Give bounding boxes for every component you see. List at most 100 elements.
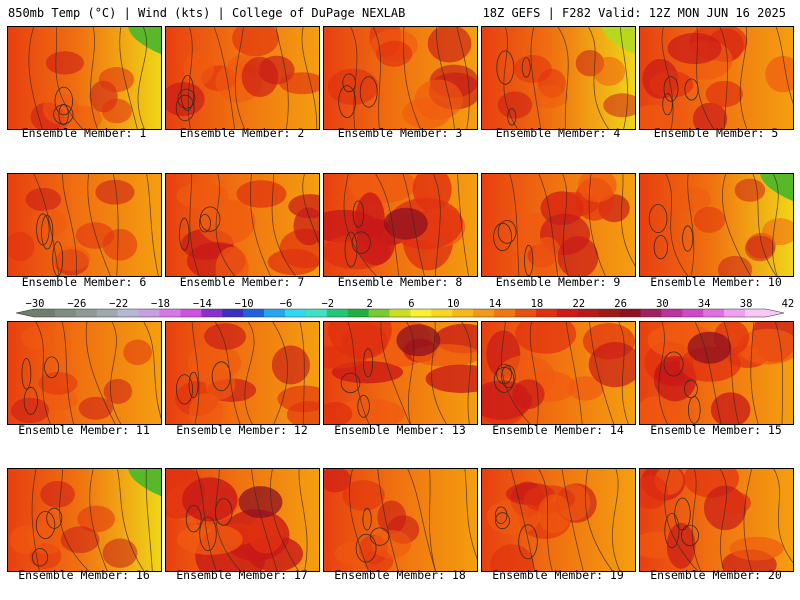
warm-anomaly bbox=[640, 105, 688, 129]
isoheight-contour bbox=[562, 174, 569, 276]
warm-anomaly bbox=[78, 396, 113, 420]
temperature-field bbox=[8, 174, 161, 276]
isoheight-contour bbox=[775, 27, 793, 105]
warm-anomaly bbox=[176, 182, 229, 209]
colorbar-tick-label: 14 bbox=[488, 298, 502, 310]
temperature-field bbox=[640, 322, 793, 424]
terrain-contour bbox=[518, 524, 538, 560]
temperature-field bbox=[482, 322, 635, 424]
isoheight-contour bbox=[350, 27, 358, 129]
warm-anomaly bbox=[531, 236, 563, 276]
temperature-colorbar bbox=[15, 308, 785, 318]
isoheight-contour bbox=[271, 174, 297, 276]
colorbar-segment bbox=[305, 309, 328, 317]
terrain-contour bbox=[653, 235, 668, 260]
warm-anomaly bbox=[486, 499, 540, 535]
colorbar-segment bbox=[222, 309, 244, 317]
colorbar-segment bbox=[201, 309, 223, 317]
isoheight-contour bbox=[589, 322, 615, 424]
warm-anomaly bbox=[341, 323, 388, 359]
isoheight-contour bbox=[117, 469, 145, 571]
terrain-contour bbox=[359, 76, 378, 108]
ensemble-member-label: Ensemble Member: 4 bbox=[495, 126, 621, 140]
terrain-contour bbox=[684, 379, 698, 399]
temperature-field bbox=[640, 469, 793, 571]
terrain-contour bbox=[496, 363, 512, 385]
colorbar-segment bbox=[661, 309, 683, 317]
terrain-contour bbox=[52, 241, 64, 276]
terrain-contour bbox=[495, 512, 510, 530]
terrain-contour bbox=[351, 231, 371, 254]
terrain-contour bbox=[214, 498, 233, 526]
terrain-contour bbox=[54, 86, 74, 116]
warm-anomaly bbox=[765, 56, 793, 93]
ensemble-member-label: Ensemble Member: 8 bbox=[337, 275, 463, 289]
isoheight-contour bbox=[270, 469, 299, 571]
isoheight-contour bbox=[457, 174, 469, 276]
terrain-contour bbox=[199, 206, 221, 232]
warm-anomaly bbox=[425, 364, 477, 393]
map-title: 850mb Temp (°C) | Wind (kts) | College o… bbox=[8, 6, 406, 20]
colorbar-segment bbox=[389, 309, 411, 317]
isoheight-contour bbox=[431, 322, 448, 424]
ensemble-member-map bbox=[7, 26, 162, 130]
warm-anomaly bbox=[123, 339, 152, 366]
hot-core bbox=[238, 486, 283, 519]
colorbar-segment bbox=[159, 309, 181, 317]
terrain-contour bbox=[664, 512, 680, 549]
terrain-contour bbox=[180, 75, 195, 112]
ensemble-member-map bbox=[165, 321, 320, 425]
colorbar-segment bbox=[598, 309, 621, 317]
temperature-field bbox=[324, 322, 477, 424]
colorbar-tick-label: 30 bbox=[656, 298, 669, 310]
colorbar-tick-label: −22 bbox=[109, 298, 129, 310]
colorbar-tick-label: 38 bbox=[739, 298, 753, 310]
isoheight-contour bbox=[723, 322, 740, 424]
warm-anomaly bbox=[197, 199, 256, 245]
warm-anomaly bbox=[324, 401, 353, 424]
warm-anomaly bbox=[98, 67, 135, 92]
colorbar-segment bbox=[703, 309, 725, 317]
warm-anomaly bbox=[497, 91, 533, 119]
isoheight-contour bbox=[35, 322, 51, 424]
colorbar-segment bbox=[243, 309, 265, 317]
warm-anomaly bbox=[42, 93, 80, 125]
colorbar-segment bbox=[117, 309, 140, 317]
terrain-contour bbox=[663, 351, 684, 377]
warm-anomaly bbox=[183, 51, 214, 86]
warm-anomaly bbox=[649, 71, 694, 98]
terrain-contour bbox=[179, 217, 190, 251]
isoheight-contour bbox=[215, 174, 236, 276]
warm-anomaly bbox=[692, 102, 728, 129]
terrain-contour bbox=[338, 85, 356, 118]
colorbar-segment bbox=[745, 309, 767, 317]
isoheight-contour bbox=[687, 174, 695, 276]
warm-anomaly bbox=[512, 379, 545, 409]
ensemble-member-map bbox=[7, 468, 162, 572]
ensemble-member-map bbox=[639, 321, 794, 425]
colorbar-tick-label: 34 bbox=[697, 298, 711, 310]
isoheight-contour bbox=[750, 322, 759, 424]
ensemble-member-map bbox=[323, 173, 478, 277]
warm-anomaly bbox=[356, 218, 396, 266]
temperature-field bbox=[324, 469, 477, 571]
ensemble-member-map bbox=[165, 468, 320, 572]
ensemble-member-map bbox=[639, 26, 794, 130]
terrain-contour bbox=[493, 222, 513, 252]
colorbar-tick-label: 6 bbox=[408, 298, 415, 310]
colorbar-segment bbox=[54, 309, 77, 317]
terrain-contour bbox=[188, 371, 199, 399]
isoheight-contour bbox=[112, 174, 119, 276]
isoheight-contour bbox=[59, 469, 90, 571]
warm-anomaly bbox=[102, 228, 138, 261]
isoheight-contour bbox=[349, 469, 369, 571]
colorbar-outline bbox=[15, 308, 785, 318]
ensemble-member-map bbox=[165, 173, 320, 277]
isoheight-contour bbox=[375, 174, 400, 276]
warm-anomaly bbox=[286, 401, 319, 424]
ensemble-member-map bbox=[7, 173, 162, 277]
isoheight-contour bbox=[85, 322, 116, 424]
terrain-contour bbox=[36, 213, 50, 246]
terrain-contour bbox=[648, 204, 668, 234]
isoheight-contour bbox=[772, 174, 779, 276]
